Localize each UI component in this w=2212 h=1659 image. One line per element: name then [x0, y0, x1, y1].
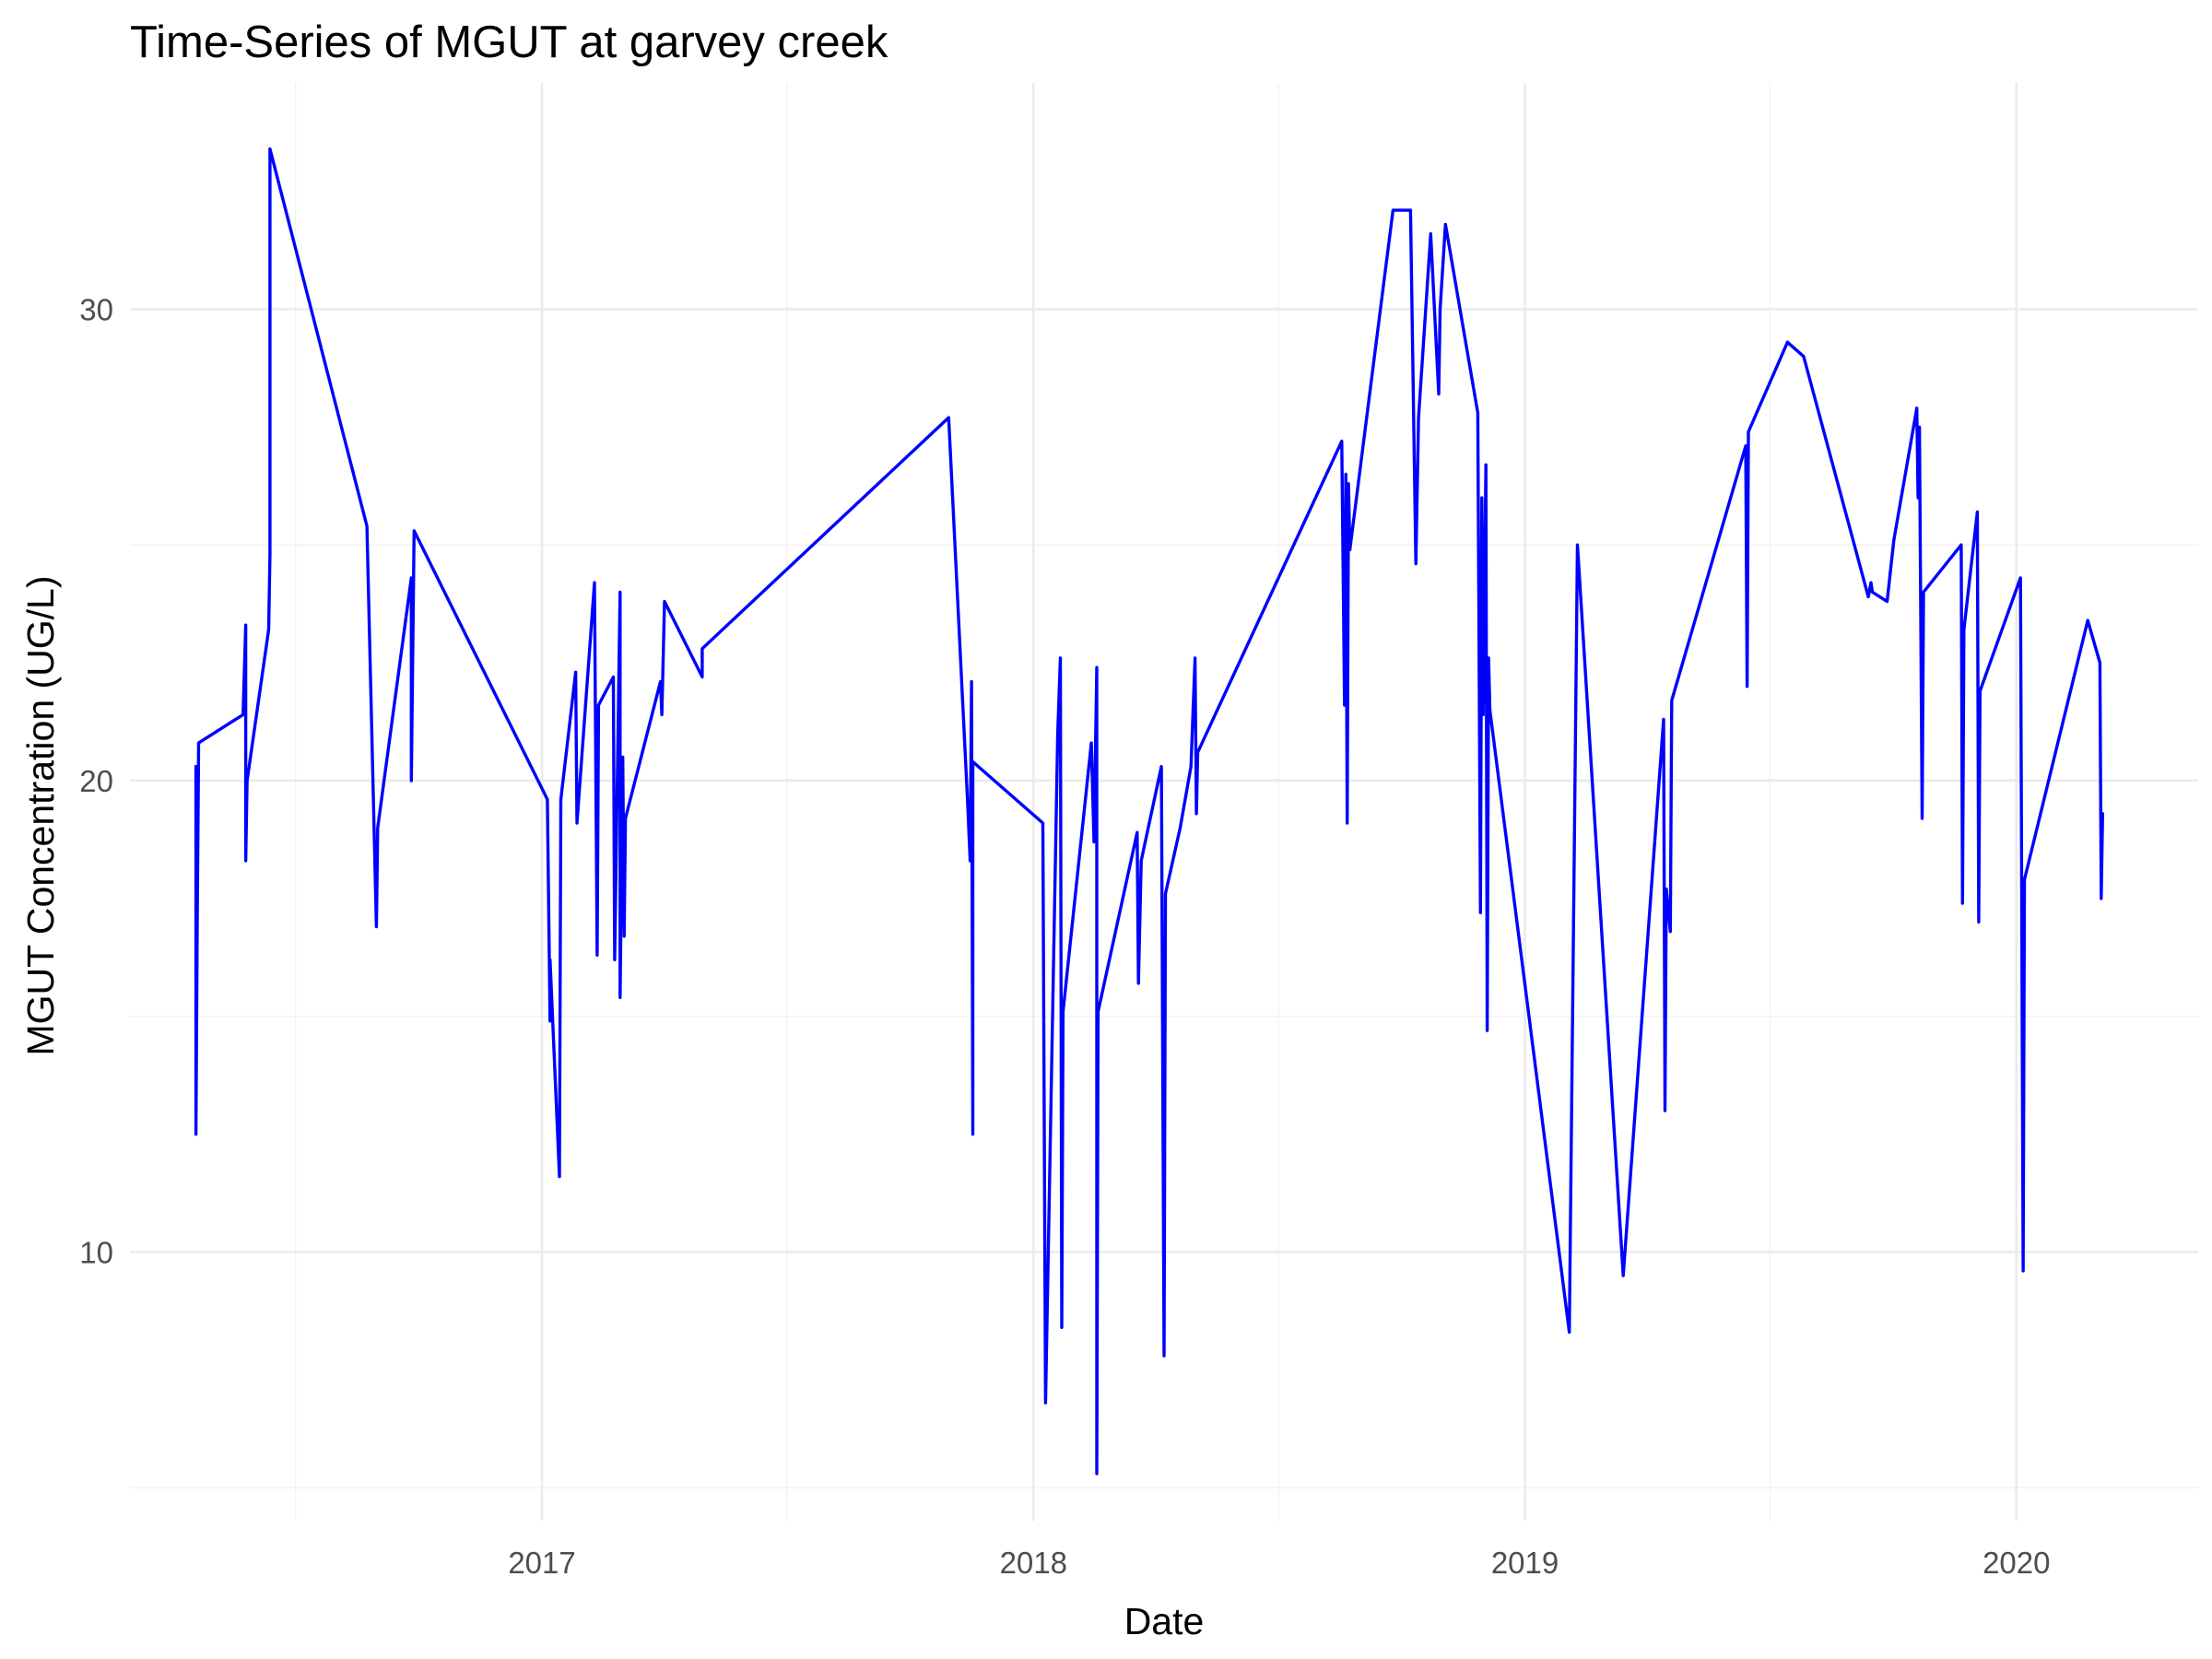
y-axis-title: MGUT Concentration (UG/L) — [19, 575, 62, 1055]
chart-title: Time-Series of MGUT at garvey creek — [130, 18, 888, 67]
x-tick-label: 2017 — [508, 1546, 575, 1580]
series-layer — [194, 147, 2105, 1476]
mgut-series-line — [194, 147, 2105, 1476]
y-tick-label: 20 — [79, 764, 113, 798]
x-axis-title: Date — [1124, 1600, 1205, 1642]
x-tick-label: 2020 — [1983, 1546, 2050, 1580]
grid-layer — [130, 83, 2198, 1521]
x-tick-label: 2018 — [1000, 1546, 1067, 1580]
y-tick-label: 30 — [79, 293, 113, 327]
x-tick-label: 2019 — [1491, 1546, 1559, 1580]
y-tick-label: 10 — [79, 1235, 113, 1269]
tick-label-layer: 10 20 30 2017 2018 2019 2020 — [79, 293, 2050, 1580]
